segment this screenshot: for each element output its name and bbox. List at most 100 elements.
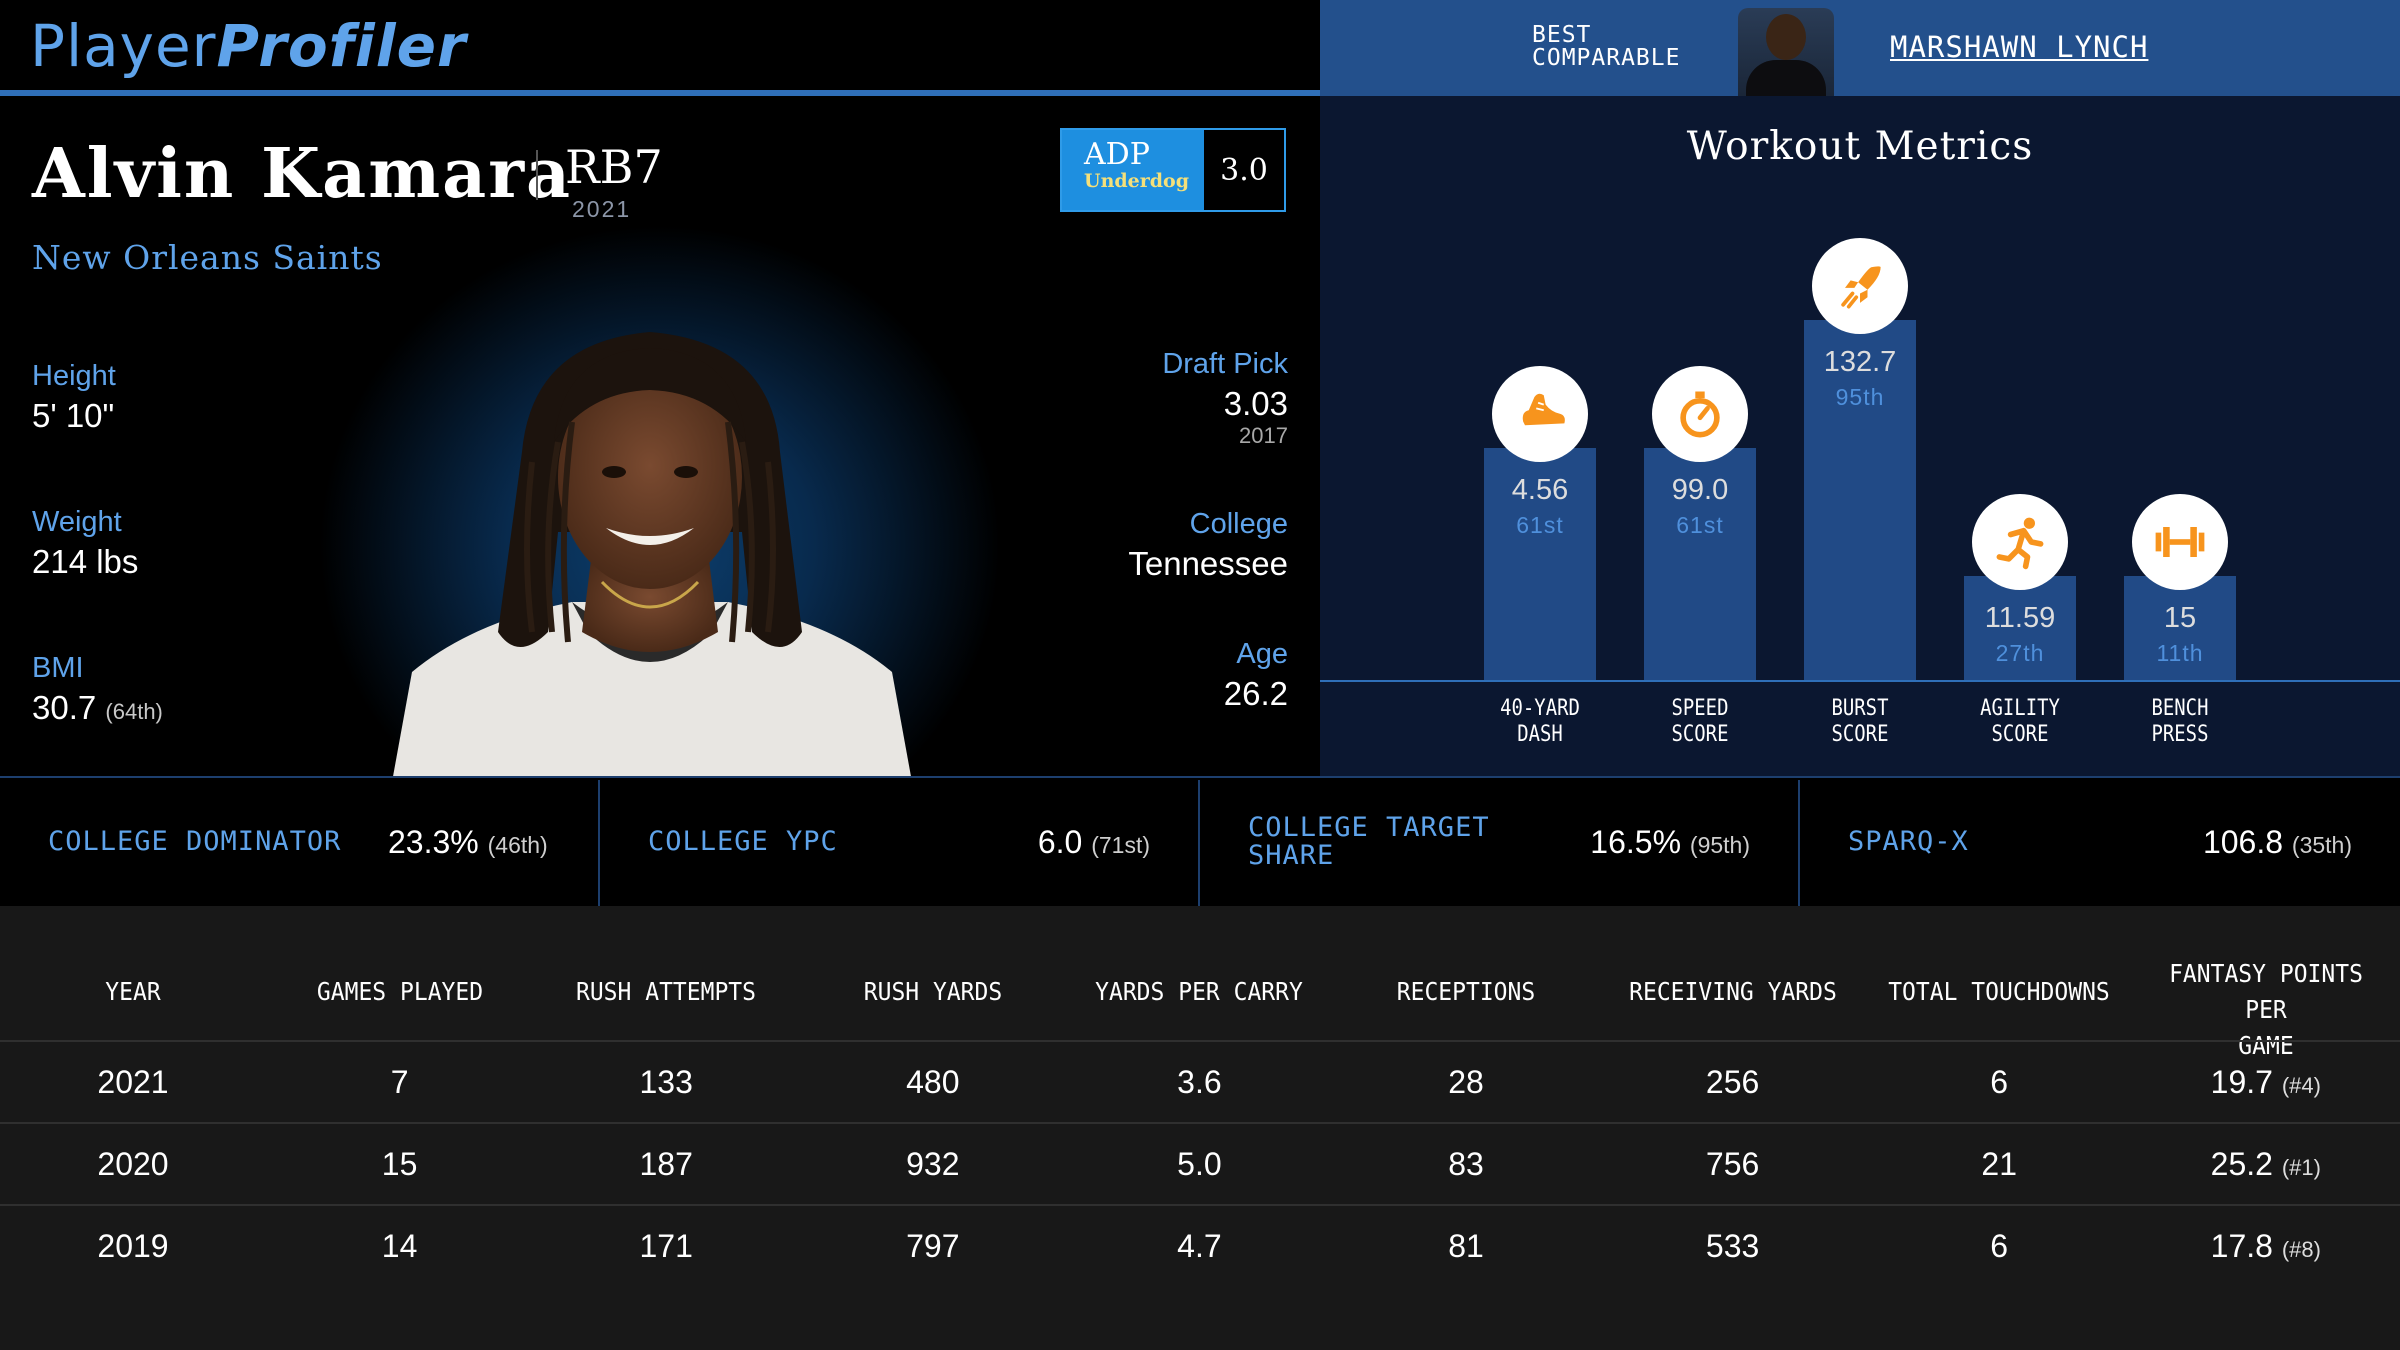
- college-dominator-label: COLLEGE DOMINATOR: [48, 826, 342, 857]
- table-cell: 21: [1981, 1146, 2017, 1182]
- table-cell: 756: [1705, 1146, 1760, 1182]
- player-portrait: [393, 332, 911, 776]
- bmi-stat: BMI 30.7 (64th): [32, 652, 163, 727]
- table-cell: 6: [1990, 1228, 2009, 1264]
- bmi-rank: (64th): [105, 699, 163, 724]
- table-cell: 83: [1448, 1146, 1484, 1182]
- logo-part2: Profiler: [216, 12, 467, 80]
- workout-bar: 132.7 95th: [1804, 320, 1916, 680]
- college-label: College: [1189, 508, 1288, 540]
- workout-percentile: 27th: [1995, 640, 2045, 666]
- workout-value: 99.0: [1671, 474, 1729, 506]
- college-ypc-label: COLLEGE YPC: [648, 826, 838, 857]
- workout-bar: 11.59 27th: [1964, 576, 2076, 680]
- column-header[interactable]: YEAR: [105, 977, 161, 1006]
- header-underline: [0, 90, 1320, 96]
- weight-stat: Weight 214 lbs: [32, 506, 138, 581]
- table-cell: 480: [906, 1064, 960, 1100]
- college-dominator-stat: COLLEGE DOMINATOR 23.3% (46th): [0, 778, 598, 908]
- workout-bar: 4.56 61st: [1484, 448, 1596, 680]
- best-comparable-label-line1: BEST: [1532, 22, 1592, 48]
- season-stats-table: YEAR GAMES PLAYED RUSH ATTEMPTS RUSH YARDS Y…: [0, 906, 2400, 1350]
- workout-value: 15: [2163, 602, 2197, 634]
- workout-metrics-panel: Workout Metrics 4.56 61st 40-YARD DASH 99.0 6…: [1320, 96, 2400, 776]
- table-cell: 19.7 (#4): [2210, 1064, 2321, 1100]
- strip-separator: [1798, 780, 1800, 908]
- team-name[interactable]: New Orleans Saints: [32, 238, 383, 277]
- workout-label: AGILITY SCORE: [1980, 696, 2060, 747]
- workout-metrics-title: Workout Metrics: [1686, 124, 2034, 169]
- column-header[interactable]: YARDS PER CARRY: [1095, 977, 1304, 1006]
- dumbbell-icon: [2132, 494, 2228, 590]
- age-stat: Age 26.2: [1224, 638, 1288, 713]
- table-cell: 256: [1705, 1064, 1760, 1100]
- position-rank: RB7: [565, 140, 663, 194]
- workout-label: BURST SCORE: [1831, 696, 1889, 747]
- draft-year: 2017: [1239, 423, 1288, 448]
- rocket-icon: [1812, 238, 1908, 334]
- adp-value: 3.0: [1204, 130, 1284, 210]
- college-ypc-value: 6.0 (71st): [1037, 824, 1150, 860]
- sparq-x-value: 106.8 (35th): [2202, 824, 2352, 860]
- table-cell: 6: [1990, 1064, 2009, 1100]
- adp-label: ADP: [1084, 137, 1150, 172]
- comparable-player-link[interactable]: MARSHAWN LYNCH: [1890, 30, 2149, 64]
- height-stat: Height 5' 10": [32, 360, 116, 435]
- logo-part1: Player: [30, 12, 217, 80]
- name-divider: [536, 150, 538, 200]
- table-cell: 932: [906, 1146, 960, 1182]
- column-header[interactable]: FANTASY POINTS PER GAME: [2168, 959, 2363, 1060]
- table-cell: 7: [390, 1064, 409, 1100]
- college-target-share-value: 16.5% (95th): [1590, 824, 1750, 860]
- best-comparable-bar: BEST COMPARABLE MARSHAWN LYNCH: [1320, 0, 2400, 96]
- height-label: Height: [32, 360, 116, 392]
- column-header[interactable]: RUSH ATTEMPTS: [576, 977, 757, 1006]
- column-header[interactable]: TOTAL TOUCHDOWNS: [1888, 977, 2110, 1006]
- workout-bar: 99.0 61st: [1644, 448, 1756, 680]
- table-cell: 15: [381, 1146, 418, 1182]
- draft-pick-stat: Draft Pick 3.03 2017: [1162, 348, 1288, 449]
- workout-percentile: 61st: [1676, 512, 1724, 538]
- age-value: 26.2: [1223, 675, 1288, 712]
- header-bar: PlayerProfiler: [0, 0, 1320, 90]
- shoe-icon: [1492, 366, 1588, 462]
- adp-label-box: ADP Underdog: [1062, 130, 1204, 210]
- table-row: 2019 14 171 797 4.7 81 533 6 17.8 (#8): [0, 1204, 2400, 1284]
- table-row: 2020 15 187 932 5.0 83 756 21 25.2 (#1): [0, 1122, 2400, 1202]
- table-cell: 171: [639, 1228, 693, 1264]
- best-comparable-label-line2: COMPARABLE: [1532, 45, 1681, 71]
- workout-value: 4.56: [1511, 474, 1569, 506]
- table-cell: 28: [1448, 1064, 1484, 1100]
- table-cell: 2020: [97, 1146, 169, 1182]
- column-header[interactable]: RECEIVING YARDS: [1628, 977, 1837, 1006]
- college-value: Tennessee: [1128, 545, 1288, 582]
- workout-baseline: [1320, 680, 2400, 682]
- runner-icon: [1972, 494, 2068, 590]
- weight-label: Weight: [32, 506, 122, 538]
- workout-percentile: 11th: [2156, 640, 2204, 666]
- college-target-share-label: COLLEGE TARGET SHARE: [1248, 812, 1490, 871]
- table-row: 2021 7 133 480 3.6 28 256 6 19.7 (#4): [0, 1040, 2400, 1120]
- bmi-label: BMI: [32, 652, 84, 684]
- column-header[interactable]: RUSH YARDS: [863, 977, 1003, 1006]
- column-header[interactable]: GAMES PLAYED: [316, 977, 483, 1006]
- site-logo[interactable]: PlayerProfiler: [30, 12, 467, 80]
- height-value: 5' 10": [32, 397, 115, 434]
- college-dominator-value: 23.3% (46th): [388, 824, 548, 860]
- column-header[interactable]: RECEPTIONS: [1396, 977, 1536, 1006]
- table-cell: 2021: [97, 1064, 169, 1100]
- workout-label: SPEED SCORE: [1671, 696, 1729, 747]
- workout-value: 11.59: [1984, 602, 2056, 634]
- workout-label: BENCH PRESS: [2151, 696, 2209, 747]
- workout-bar: 15 11th: [2124, 576, 2236, 680]
- sparq-x-label: SPARQ-X: [1848, 826, 1969, 857]
- best-comparable-label: BEST COMPARABLE: [1532, 24, 1680, 70]
- workout-percentile: 61st: [1516, 512, 1564, 538]
- strip-separator: [598, 780, 600, 908]
- table-cell: 25.2 (#1): [2210, 1146, 2321, 1182]
- age-label: Age: [1236, 638, 1288, 670]
- table-cell: 187: [639, 1146, 693, 1182]
- player-name: Alvin Kamara: [32, 134, 573, 214]
- strip-separator: [1198, 780, 1200, 908]
- table-cell: 3.6: [1177, 1064, 1222, 1100]
